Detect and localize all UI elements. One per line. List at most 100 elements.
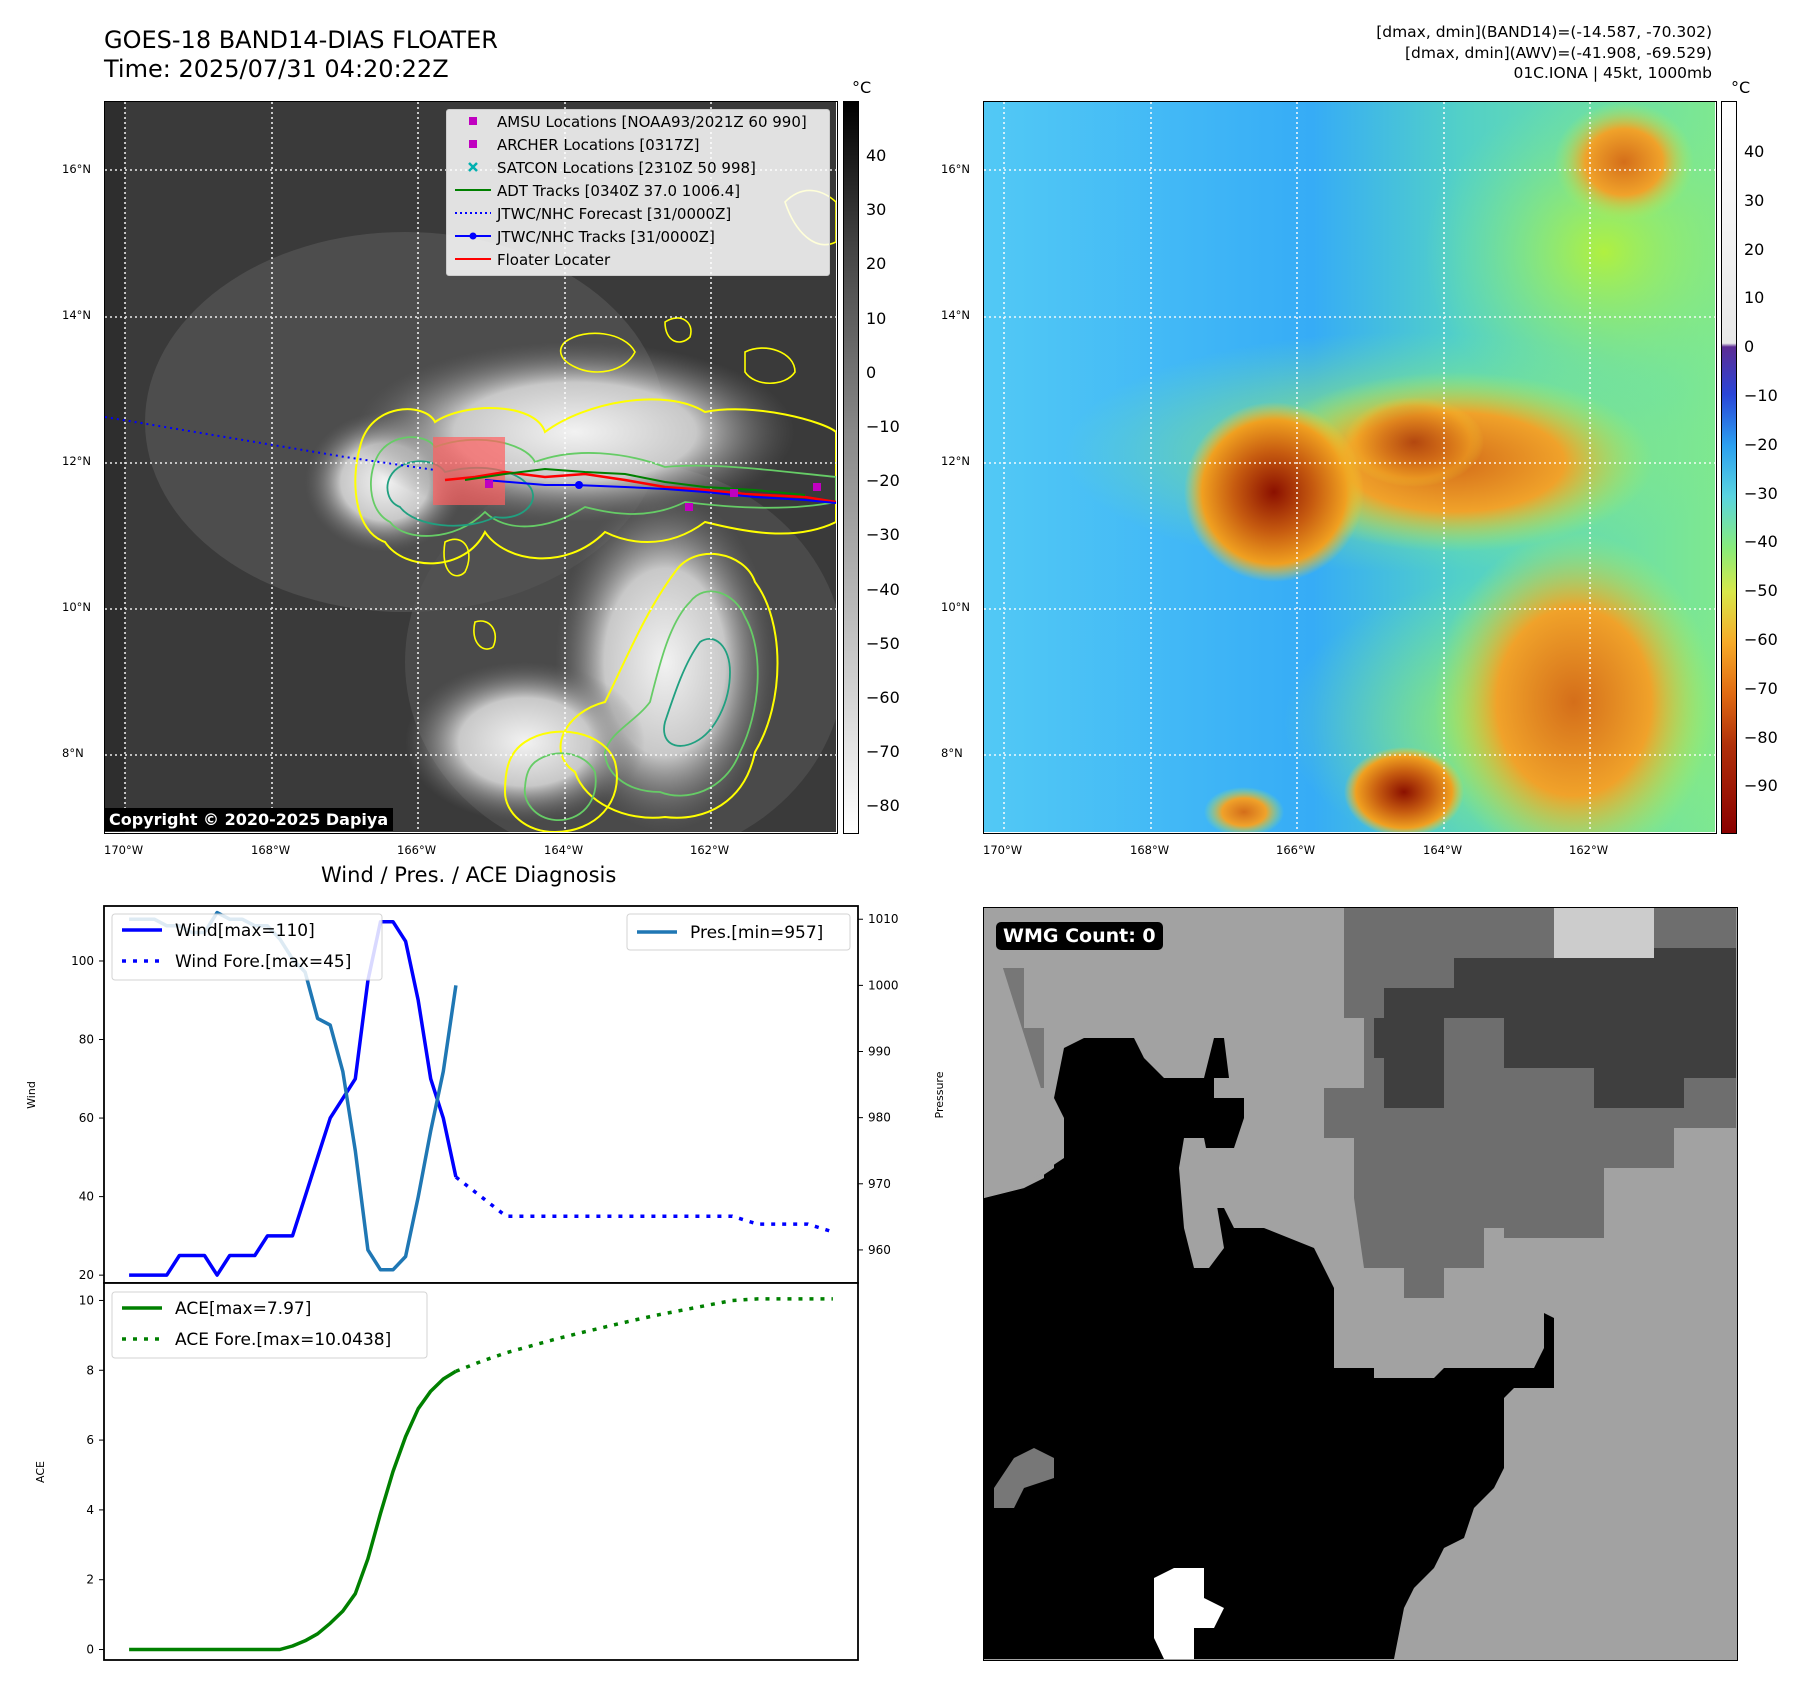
legend-entry: JTWC/NHC Forecast [31/0000Z] [447,202,829,225]
archer-location [685,503,693,511]
longitude-label: 170°W [104,843,144,857]
pressure-ytick-label: 1000 [868,978,899,992]
latitude-label: 12°N [62,454,91,468]
colorbar-tick-label: −80 [866,796,900,816]
right-colorbar [1721,101,1737,834]
legend-label: Floater Locater [497,251,611,269]
pressure-ytick-label: 960 [868,1243,891,1257]
colorbar-tick-label: 0 [1744,337,1755,357]
colorbar-tick-label: −90 [1744,776,1778,796]
longitude-label: 166°W [1276,843,1316,857]
legend-entry: SATCON Locations [2310Z 50 998] [447,156,829,179]
jtwc-track-point [575,481,583,489]
latitude-label: 14°N [62,308,91,322]
colorbar-tick-label: −10 [1744,386,1778,405]
ace-ytick-label: 0 [86,1643,94,1657]
wind-ylabel: Wind [25,1081,38,1109]
longitude-label: 164°W [1423,843,1463,857]
ace-ytick-label: 4 [86,1503,94,1517]
copyright-label: Copyright © 2020-2025 Dapiya [104,808,394,831]
colorbar-tick-label: 20 [866,254,887,274]
figure-title: GOES-18 BAND14-DIAS FLOATER Time: 2025/0… [104,26,498,84]
right-colorbar-unit: °C [1731,78,1751,97]
title-line-satellite: GOES-18 BAND14-DIAS FLOATER [104,26,498,54]
legend-label: ADT Tracks [0340Z 37.0 1006.4] [497,182,741,200]
ace-ytick-label: 2 [86,1573,94,1587]
amsu-location [813,483,821,491]
legend-label: JTWC/NHC Forecast [31/0000Z] [497,205,732,223]
wind-ytick-label: 80 [79,1033,94,1047]
colorbar-tick-label: −80 [1744,727,1778,747]
legend-entry: AMSU Locations [NOAA93/2021Z 60 990] [447,110,829,133]
legend-entry: Floater Locater [447,248,829,271]
ace-legend-box [111,1291,428,1359]
colorbar-tick-label: −30 [1744,483,1778,503]
longitude-label: 162°W [1569,843,1609,857]
archer-location [730,489,738,497]
colorbar-tick-label: −70 [1744,678,1778,698]
colorbar-tick-label: −30 [866,525,900,545]
legend-marker [468,162,478,172]
legend-marker [469,140,477,148]
colorbar-tick-label: 0 [866,362,877,382]
colorbar-tick-label: −20 [866,471,900,491]
wind-legend-box [111,913,383,981]
pressure-ytick-label: 1010 [868,912,899,926]
ace-ylabel: ACE [34,1461,47,1483]
awv-map-panel [983,101,1717,834]
stats-awv: [dmax, dmin](AWV)=(-41.908, -69.529) [1405,43,1712,62]
stats-storm: 01C.IONA | 45kt, 1000mb [1513,64,1712,82]
wind-ytick-label: 100 [71,954,94,968]
latitude-label: 16°N [941,162,970,176]
legend-label-ace-forecast: ACE Fore.[max=10.0438] [175,1330,391,1350]
legend-marker [469,117,477,125]
colorbar-tick-label: 30 [1744,190,1765,210]
legend-label-ace: ACE[max=7.97] [175,1299,311,1319]
wmg-panel [983,907,1738,1661]
map-legend: AMSU Locations [NOAA93/2021Z 60 990] ARCH… [446,109,830,276]
stats-band14: [dmax, dmin](BAND14)=(-14.587, -70.302) [1376,23,1712,41]
latitude-label: 10°N [62,600,91,614]
colorbar-tick-label: 10 [1744,288,1765,308]
latitude-label: 12°N [941,454,970,468]
legend-label: AMSU Locations [NOAA93/2021Z 60 990] [497,113,807,131]
pressure-legend-box [626,913,851,951]
title-line-time: Time: 2025/07/31 04:20:22Z [104,55,449,83]
wind-ytick-label: 20 [79,1268,94,1282]
jtwc-forecast-track [105,416,436,471]
ace-series-line-1 [455,1297,833,1373]
colorbar-tick-label: −20 [1744,434,1778,454]
adt-track [464,467,806,496]
legend-entry: JTWC/NHC Tracks [31/0000Z] [447,225,829,248]
ace-ytick-label: 6 [86,1433,94,1447]
legend-label-pressure: Pres.[min=957] [690,923,823,943]
floater-box [433,437,505,505]
pressure-ylabel: Pressure [933,1071,946,1118]
colorbar-tick-label: 40 [866,146,887,165]
latitude-label: 16°N [62,162,91,176]
diagnosis-title: Wind / Pres. / ACE Diagnosis [321,863,617,887]
colorbar-tick-label: −10 [866,417,900,436]
wmg-image [984,908,1736,1659]
wind-ytick-label: 40 [79,1190,94,1204]
colorbar-tick-label: −40 [866,579,900,599]
legend-label: ARCHER Locations [0317Z] [497,136,700,154]
legend-label: JTWC/NHC Tracks [31/0000Z] [497,228,715,246]
colorbar-tick-label: −50 [1744,581,1778,601]
latitude-label: 8°N [941,746,963,760]
pressure-ytick-label: 970 [868,1177,891,1191]
colorbar-tick-label: 20 [1744,239,1765,259]
ace-ytick-label: 10 [79,1293,94,1307]
ace-series-line-0 [129,1369,457,1652]
legend-label: SATCON Locations [2310Z 50 998] [497,159,756,177]
longitude-label: 168°W [1130,843,1170,857]
floater-locater-track [444,470,837,504]
colorbar-tick-label: 10 [866,308,887,328]
longitude-label: 168°W [251,843,291,857]
pressure-ytick-label: 990 [868,1045,891,1059]
latitude-label: 14°N [941,308,970,322]
colorbar-tick-label: 30 [866,200,887,220]
amsu-location [485,480,493,488]
colorbar-tick-label: −60 [866,688,900,707]
